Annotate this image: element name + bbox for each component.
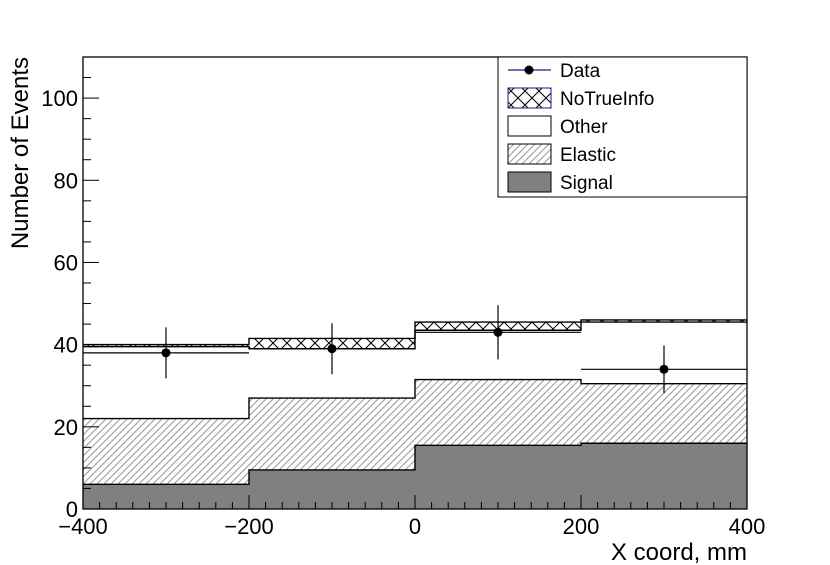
legend-label-other: Other bbox=[560, 117, 608, 138]
y-axis: 0 20 40 60 80 100 bbox=[41, 56, 99, 522]
data-marker bbox=[659, 364, 669, 374]
legend-entry-signal: Signal bbox=[507, 171, 613, 194]
legend-label-data: Data bbox=[560, 61, 601, 82]
legend-entry-data: Data bbox=[508, 61, 601, 82]
elastic-bar bbox=[249, 398, 415, 470]
data-point bbox=[415, 305, 581, 360]
signal-outline bbox=[83, 442, 747, 486]
elastic-bar bbox=[83, 418, 249, 485]
elastic-bar bbox=[415, 379, 581, 446]
signal-bar bbox=[415, 445, 581, 509]
stacked-bars bbox=[83, 319, 747, 509]
x-tick-label: 0 bbox=[409, 514, 421, 539]
x-tick-label: −400 bbox=[58, 514, 108, 539]
data-points bbox=[83, 305, 747, 394]
elastic-bar bbox=[581, 383, 747, 444]
data-marker bbox=[493, 327, 503, 337]
legend-swatch-signal bbox=[507, 171, 552, 193]
x-tick-label: −200 bbox=[224, 514, 274, 539]
legend-entry-elastic: Elastic bbox=[507, 143, 616, 166]
legend-swatch-notrueinfo bbox=[507, 87, 552, 109]
legend-entry-other: Other bbox=[507, 115, 608, 138]
x-axis: −400 −200 0 200 400 bbox=[58, 495, 765, 539]
legend-swatch-data-marker bbox=[524, 65, 534, 75]
legend-swatch-other bbox=[507, 115, 552, 137]
data-point bbox=[83, 327, 249, 379]
legend-entry-notrueinfo: NoTrueInfo bbox=[507, 87, 654, 110]
y-tick-label: 100 bbox=[41, 86, 78, 111]
data-point bbox=[249, 323, 415, 375]
y-tick-label: 20 bbox=[54, 415, 78, 440]
x-tick-label: 200 bbox=[563, 514, 600, 539]
x-axis-title: X coord, mm bbox=[611, 539, 747, 565]
data-point bbox=[581, 345, 747, 394]
x-tick-label: 400 bbox=[729, 514, 766, 539]
data-marker bbox=[161, 348, 171, 358]
legend-label-notrueinfo: NoTrueInfo bbox=[560, 89, 654, 110]
legend: Data NoTrueInfo Other Elastic Signal bbox=[497, 56, 748, 198]
y-tick-label: 40 bbox=[54, 333, 78, 358]
notrueinfo-outline bbox=[83, 319, 747, 346]
elastic-outline bbox=[83, 378, 747, 420]
y-tick-label: 0 bbox=[66, 497, 78, 522]
legend-label-elastic: Elastic bbox=[560, 145, 616, 166]
y-axis-title: Number of Events bbox=[7, 57, 34, 249]
data-marker bbox=[327, 344, 337, 354]
y-tick-label: 80 bbox=[54, 168, 78, 193]
stack-outlines bbox=[83, 319, 747, 486]
signal-bar bbox=[581, 443, 747, 509]
legend-label-signal: Signal bbox=[560, 173, 613, 194]
y-tick-label: 60 bbox=[54, 250, 78, 275]
other-outline bbox=[83, 321, 747, 350]
notrueinfo-bar bbox=[581, 319, 747, 323]
legend-swatch-elastic bbox=[507, 143, 552, 165]
